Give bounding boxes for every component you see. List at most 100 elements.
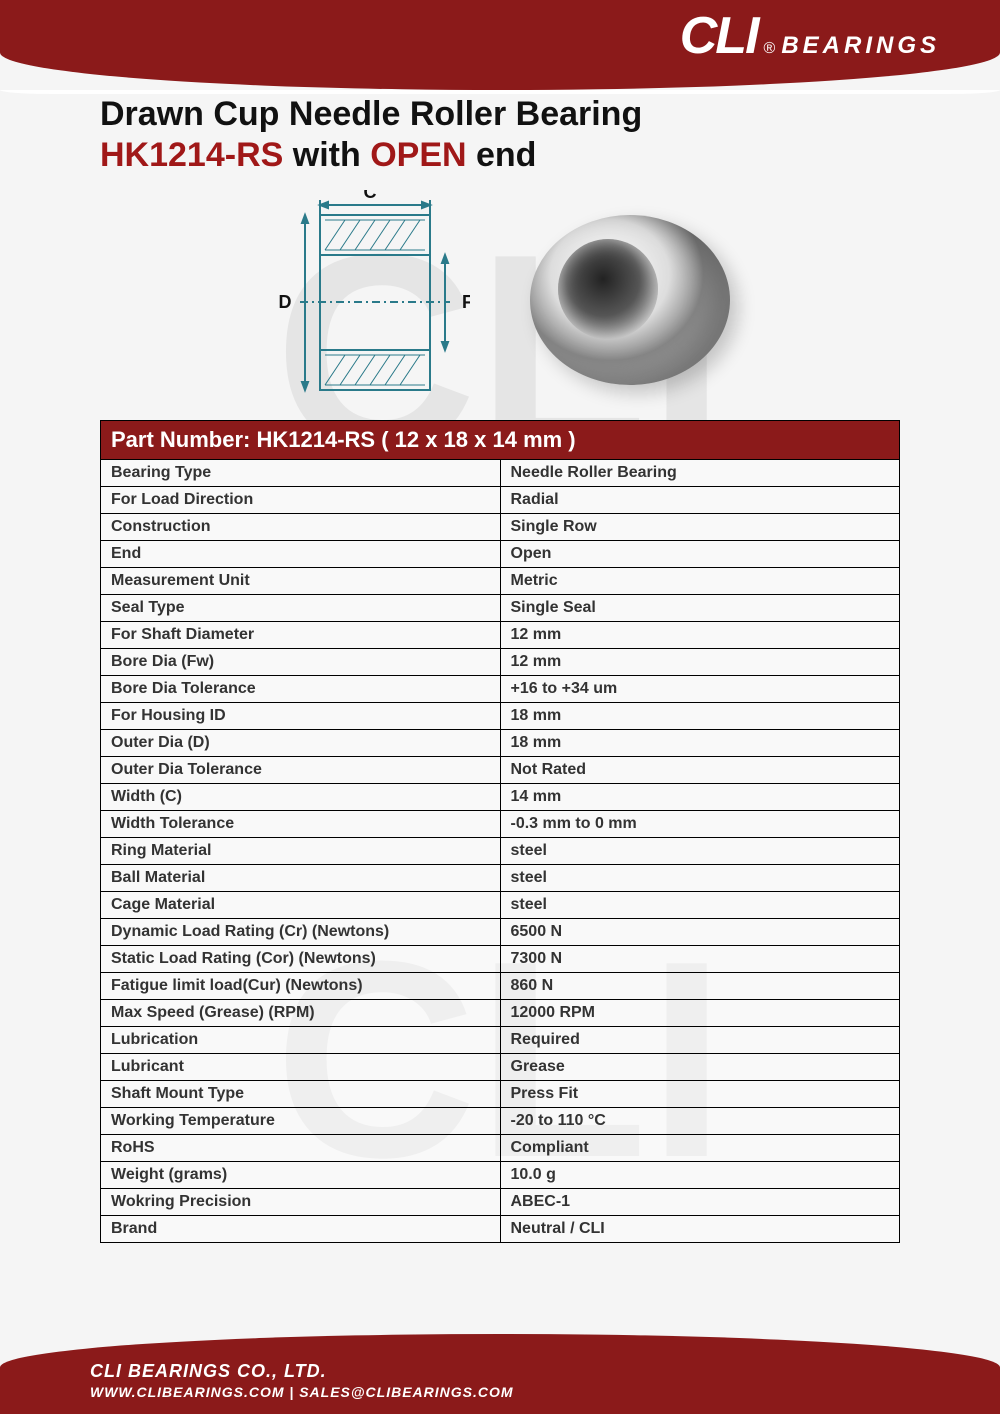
table-row: LubricationRequired [101, 1027, 900, 1054]
diagram-label-fw: Fw [462, 292, 470, 312]
spec-value: -20 to 110 °C [500, 1108, 900, 1135]
table-row: Ring Materialsteel [101, 838, 900, 865]
title-part-number: HK1214-RS [100, 136, 283, 174]
spec-value: 18 mm [500, 703, 900, 730]
table-row: Dynamic Load Rating (Cr) (Newtons)6500 N [101, 919, 900, 946]
spec-value: 14 mm [500, 784, 900, 811]
table-row: Seal TypeSingle Seal [101, 595, 900, 622]
bearing-photo [530, 215, 730, 385]
table-row: Bore Dia (Fw)12 mm [101, 649, 900, 676]
logo-text: CLI [680, 10, 758, 62]
spec-value: 860 N [500, 973, 900, 1000]
spec-label: Cage Material [101, 892, 501, 919]
spec-label: For Shaft Diameter [101, 622, 501, 649]
page-title-line2: HK1214-RS with OPEN end [100, 136, 900, 175]
table-row: Outer Dia ToleranceNot Rated [101, 757, 900, 784]
spec-value: Compliant [500, 1135, 900, 1162]
footer-text: CLI BEARINGS CO., LTD. WWW.CLIBEARINGS.C… [90, 1361, 514, 1400]
spec-value: Required [500, 1027, 900, 1054]
spec-value: steel [500, 838, 900, 865]
spec-label: Construction [101, 514, 501, 541]
table-row: Bearing TypeNeedle Roller Bearing [101, 460, 900, 487]
spec-value: Single Seal [500, 595, 900, 622]
table-row: LubricantGrease [101, 1054, 900, 1081]
diagram-label-c: C [364, 190, 377, 202]
spec-label: Ball Material [101, 865, 501, 892]
table-row: RoHSCompliant [101, 1135, 900, 1162]
spec-label: Working Temperature [101, 1108, 501, 1135]
table-row: Width Tolerance-0.3 mm to 0 mm [101, 811, 900, 838]
main-content: Drawn Cup Needle Roller Bearing HK1214-R… [100, 95, 900, 1243]
spec-label: Shaft Mount Type [101, 1081, 501, 1108]
spec-value: -0.3 mm to 0 mm [500, 811, 900, 838]
logo-suffix: BEARINGS [781, 32, 940, 60]
title-end-type: OPEN [370, 136, 466, 174]
diagram-label-d: D [279, 292, 292, 312]
spec-label: Outer Dia Tolerance [101, 757, 501, 784]
spec-value: 7300 N [500, 946, 900, 973]
table-row: Width (C)14 mm [101, 784, 900, 811]
spec-label: Fatigue limit load(Cur) (Newtons) [101, 973, 501, 1000]
spec-label: Lubrication [101, 1027, 501, 1054]
spec-value: 12 mm [500, 622, 900, 649]
spec-table-header: Part Number: HK1214-RS ( 12 x 18 x 14 mm… [101, 421, 900, 460]
spec-value: 10.0 g [500, 1162, 900, 1189]
table-row: Measurement UnitMetric [101, 568, 900, 595]
spec-label: RoHS [101, 1135, 501, 1162]
spec-label: For Load Direction [101, 487, 501, 514]
spec-label: Bearing Type [101, 460, 501, 487]
table-row: Outer Dia (D)18 mm [101, 730, 900, 757]
spec-label: Max Speed (Grease) (RPM) [101, 1000, 501, 1027]
spec-table: Part Number: HK1214-RS ( 12 x 18 x 14 mm… [100, 420, 900, 1243]
footer-email: SALES@CLIBEARINGS.COM [299, 1384, 513, 1400]
logo-registered: ® [764, 40, 776, 58]
spec-value: 12 mm [500, 649, 900, 676]
spec-label: Brand [101, 1216, 501, 1243]
spec-label: Seal Type [101, 595, 501, 622]
spec-value: +16 to +34 um [500, 676, 900, 703]
table-row: Bore Dia Tolerance+16 to +34 um [101, 676, 900, 703]
table-row: Static Load Rating (Cor) (Newtons)7300 N [101, 946, 900, 973]
technical-diagram: C D Fw [270, 190, 470, 410]
spec-value: 12000 RPM [500, 1000, 900, 1027]
spec-value: Needle Roller Bearing [500, 460, 900, 487]
spec-label: Width Tolerance [101, 811, 501, 838]
spec-label: Width (C) [101, 784, 501, 811]
spec-value: steel [500, 892, 900, 919]
table-row: For Shaft Diameter12 mm [101, 622, 900, 649]
spec-value: Not Rated [500, 757, 900, 784]
spec-label: Dynamic Load Rating (Cr) (Newtons) [101, 919, 501, 946]
footer-company: CLI BEARINGS CO., LTD. [90, 1361, 514, 1382]
table-row: Shaft Mount TypePress Fit [101, 1081, 900, 1108]
spec-value: Metric [500, 568, 900, 595]
table-row: EndOpen [101, 541, 900, 568]
spec-label: Ring Material [101, 838, 501, 865]
title-end-word: end [467, 136, 537, 174]
spec-label: For Housing ID [101, 703, 501, 730]
images-row: C D Fw [100, 190, 900, 410]
spec-label: Bore Dia (Fw) [101, 649, 501, 676]
spec-value: ABEC-1 [500, 1189, 900, 1216]
spec-label: Weight (grams) [101, 1162, 501, 1189]
spec-label: Measurement Unit [101, 568, 501, 595]
table-row: Ball Materialsteel [101, 865, 900, 892]
table-row: Working Temperature-20 to 110 °C [101, 1108, 900, 1135]
page-title-line1: Drawn Cup Needle Roller Bearing [100, 95, 900, 134]
spec-label: End [101, 541, 501, 568]
table-row: BrandNeutral / CLI [101, 1216, 900, 1243]
footer-links: WWW.CLIBEARINGS.COM | SALES@CLIBEARINGS.… [90, 1384, 514, 1400]
spec-value: 6500 N [500, 919, 900, 946]
spec-value: Press Fit [500, 1081, 900, 1108]
title-with: with [283, 136, 370, 174]
spec-label: Wokring Precision [101, 1189, 501, 1216]
table-row: Wokring PrecisionABEC-1 [101, 1189, 900, 1216]
spec-label: Bore Dia Tolerance [101, 676, 501, 703]
table-row: ConstructionSingle Row [101, 514, 900, 541]
table-row: Cage Materialsteel [101, 892, 900, 919]
table-row: For Housing ID18 mm [101, 703, 900, 730]
spec-value: Grease [500, 1054, 900, 1081]
spec-label: Static Load Rating (Cor) (Newtons) [101, 946, 501, 973]
spec-value: 18 mm [500, 730, 900, 757]
footer-sep: | [285, 1384, 300, 1400]
spec-value: steel [500, 865, 900, 892]
